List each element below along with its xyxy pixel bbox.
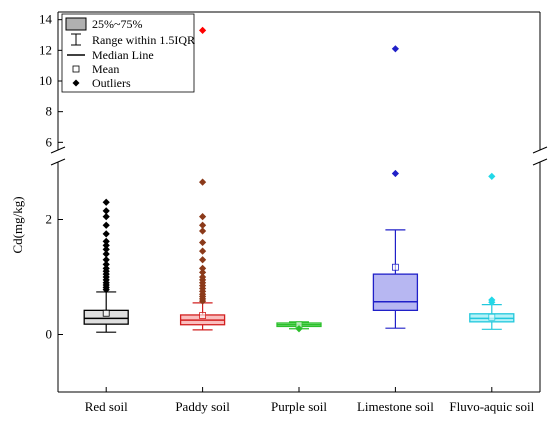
- y-tick-label: 2: [46, 212, 53, 227]
- outlier-point: [488, 296, 496, 304]
- legend-swatch-mean: [72, 65, 80, 73]
- outlier-point: [391, 169, 399, 178]
- x-tick-label: Paddy soil: [175, 399, 230, 414]
- break-mark-left-2: [50, 158, 66, 166]
- outlier-point: [199, 268, 207, 276]
- box-4: [372, 45, 419, 329]
- outlier-point: [102, 198, 110, 206]
- outlier-point: [199, 178, 207, 186]
- outlier-point: [102, 245, 110, 253]
- outlier-point: [102, 221, 110, 229]
- boxes: [83, 26, 515, 333]
- legend-swatch-outlier: [72, 79, 80, 87]
- outlier-point: [199, 238, 207, 247]
- outlier-point: [102, 264, 110, 272]
- y-tick-label: 14: [39, 12, 53, 27]
- break-mark-right-2: [532, 158, 548, 166]
- y-tick-label: 8: [46, 104, 53, 119]
- outlier-point: [488, 172, 496, 180]
- legend-entry-label: Outliers: [92, 76, 131, 90]
- outlier-point: [102, 237, 110, 245]
- mean-marker: [102, 309, 110, 317]
- outlier-point: [102, 241, 110, 249]
- iqr-box: [372, 273, 419, 311]
- break-mark-right-1: [532, 146, 548, 154]
- outlier-point: [199, 227, 207, 235]
- y-tick-label: 6: [46, 134, 53, 149]
- break-mark-left-1: [50, 146, 66, 154]
- outlier-point: [295, 325, 303, 333]
- legend-entry-label: Median Line: [92, 48, 154, 62]
- mean-marker: [199, 312, 207, 319]
- y-tick-label: 12: [39, 42, 52, 57]
- outlier-point: [102, 256, 110, 264]
- outlier-point: [199, 26, 207, 34]
- y-axis-ticks: 0 2 6 8 10 12 14: [39, 12, 63, 342]
- outlier-point: [102, 250, 110, 258]
- outlier-point: [199, 273, 207, 281]
- x-tick-label: Red soil: [85, 399, 128, 414]
- mean-marker: [391, 263, 399, 271]
- x-tick-label: Purple soil: [271, 399, 327, 414]
- box-5: [469, 172, 515, 330]
- outlier-point: [199, 256, 207, 264]
- mean-marker: [488, 313, 496, 321]
- outlier-point: [199, 264, 207, 272]
- outlier-point: [102, 230, 110, 238]
- y-tick-label: 0: [46, 327, 53, 342]
- y-axis-label: Cd(mg/kg): [10, 196, 25, 253]
- outlier-point: [199, 247, 207, 255]
- outlier-point: [102, 260, 110, 268]
- x-tick-label: Fluvo-aquic soil: [449, 399, 534, 414]
- outlier-point: [102, 207, 110, 215]
- outlier-point: [199, 213, 207, 221]
- legend-entry-label: Mean: [92, 62, 119, 76]
- outlier-point: [199, 221, 207, 229]
- y-tick-label: 10: [39, 73, 52, 88]
- box-3: [276, 321, 322, 333]
- x-axis-ticks: Red soil Paddy soil Purple soil Limestone s…: [85, 387, 535, 414]
- x-tick-label: Limestone soil: [357, 399, 434, 414]
- legend-entry-label: Range within 1.5IQR: [92, 33, 195, 47]
- box-1: [83, 198, 129, 333]
- outlier-point: [102, 213, 110, 221]
- outlier-point: [391, 45, 399, 53]
- box-2: [179, 26, 226, 331]
- legend-entry-label: 25%~75%: [92, 17, 142, 31]
- legend-swatch-box: [65, 17, 87, 31]
